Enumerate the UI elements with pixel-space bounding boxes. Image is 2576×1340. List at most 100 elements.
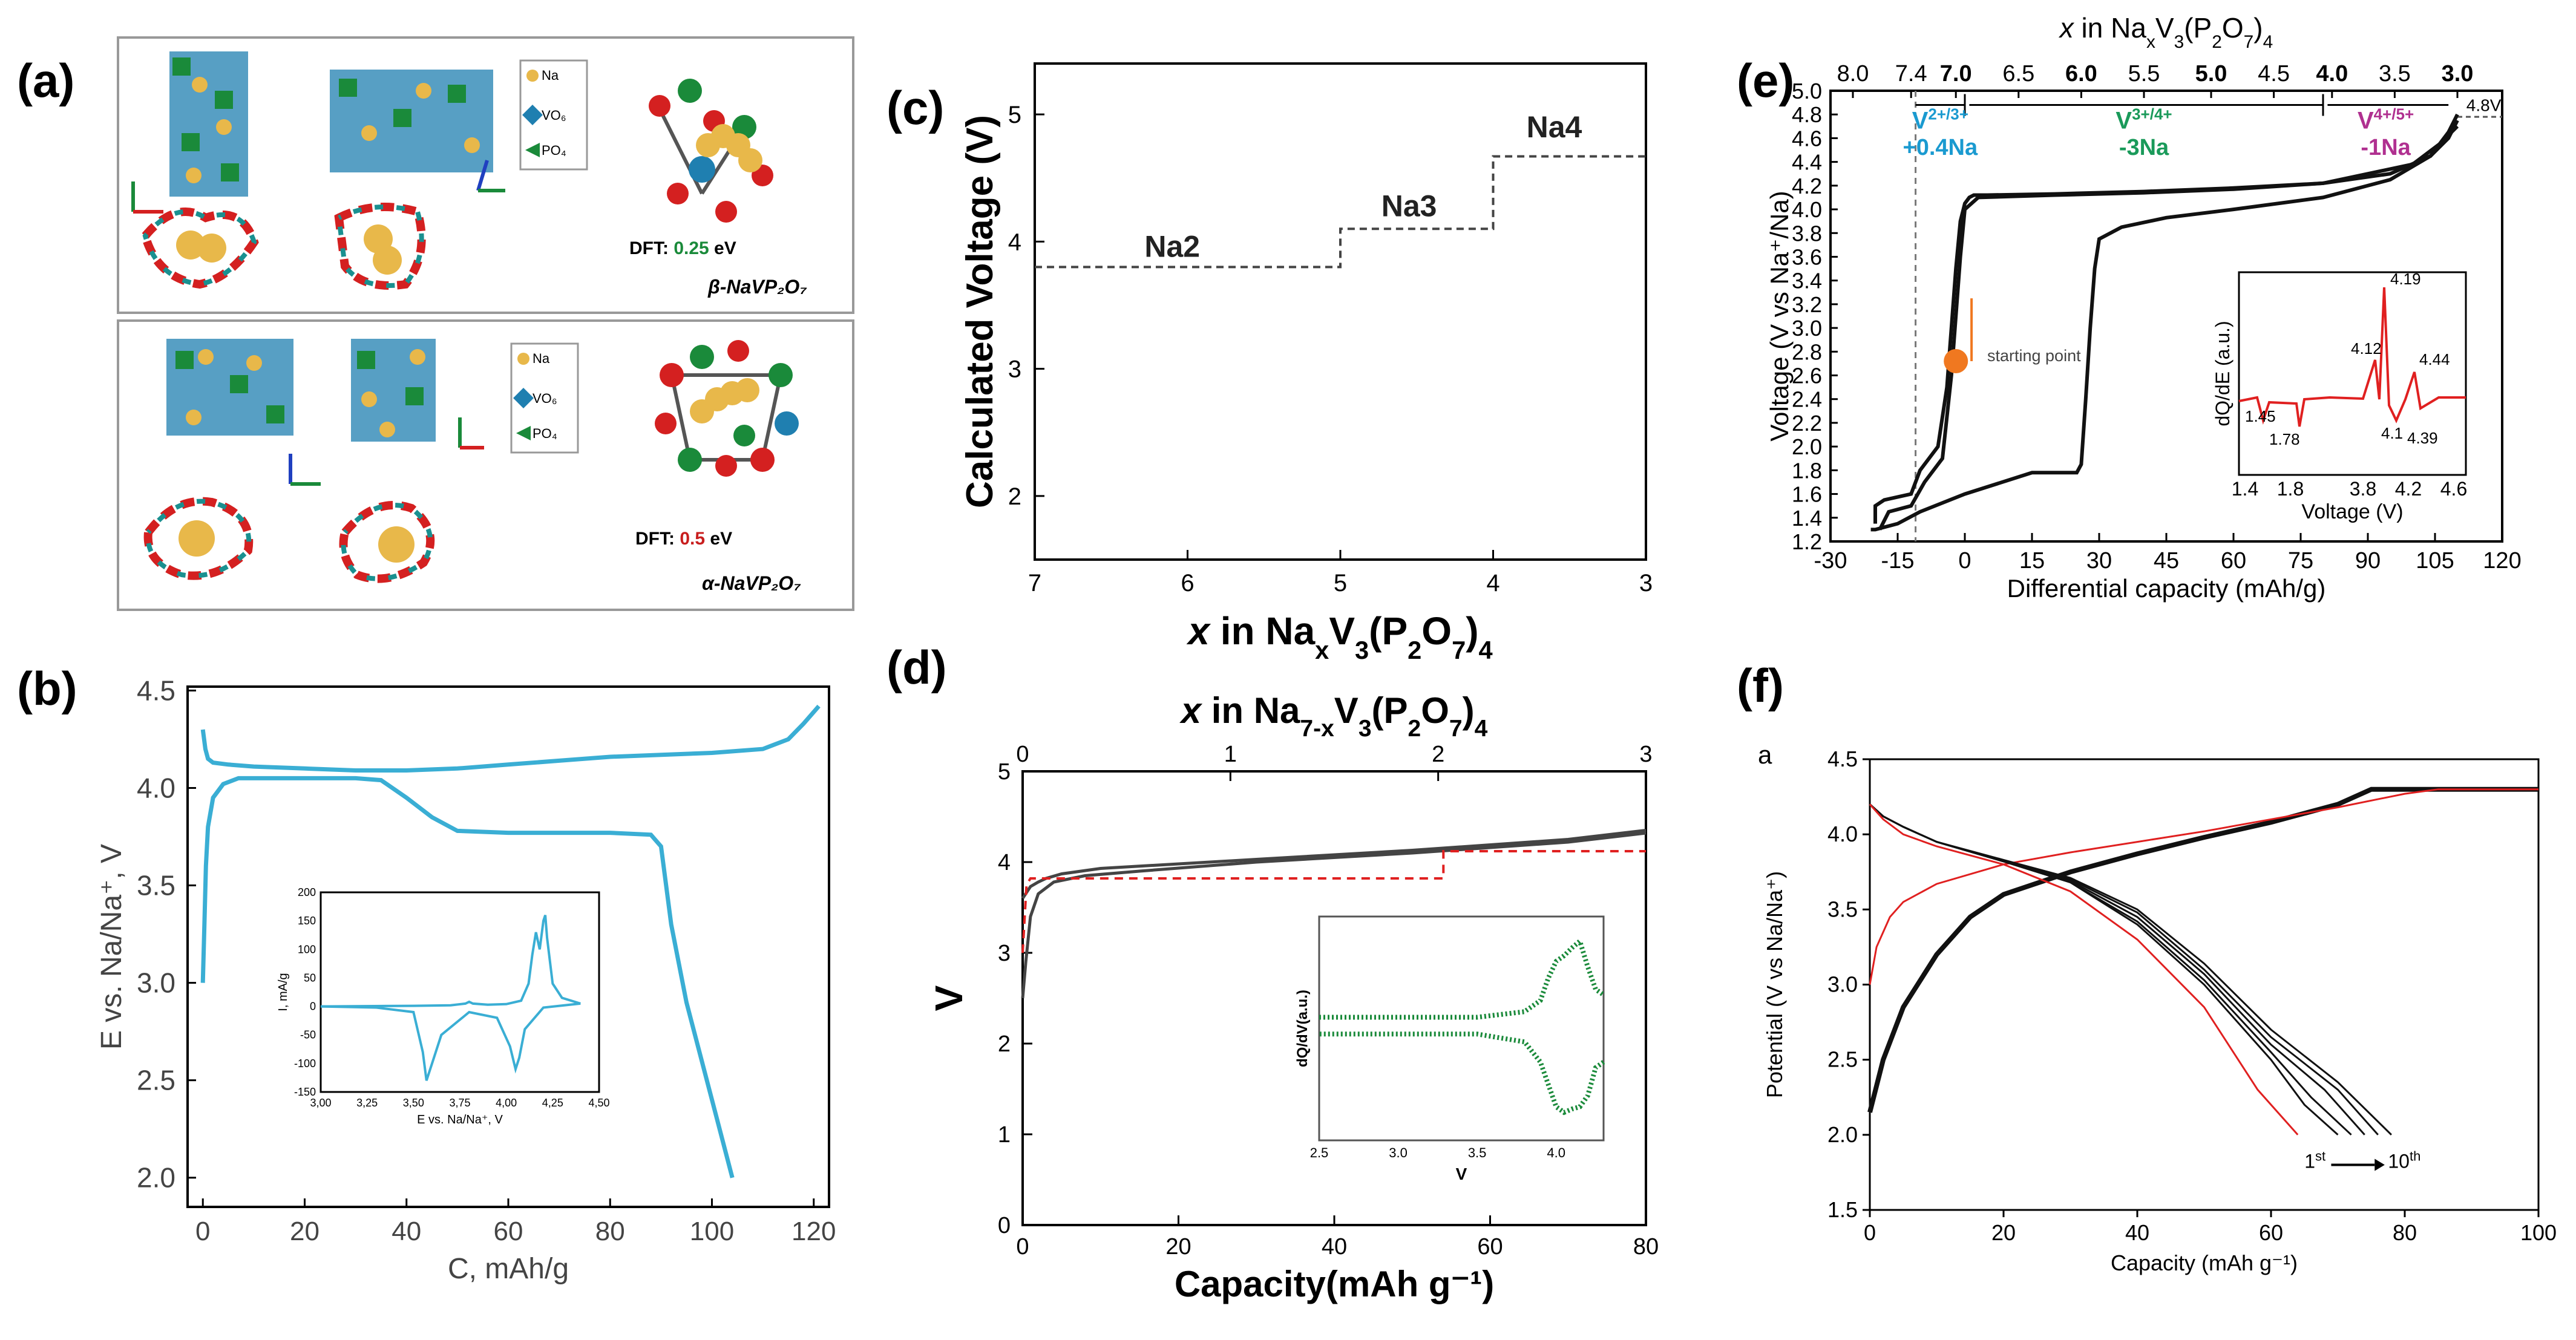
chart-d-inset-frame (1318, 915, 1605, 1142)
chart-d-top-axis-label-part: in Na (1201, 690, 1300, 731)
chart-f-xtick-label: 80 (2393, 1220, 2417, 1245)
chart-e-top-axis-label-part: (P (2184, 12, 2212, 44)
chart-b-xtick-label: 60 (494, 1217, 523, 1246)
chart-e-region1-sup: 2+/3+ (1928, 105, 1968, 123)
chart-e-inset-peak-label: 4.19 (2390, 270, 2421, 288)
chart-e-ytick-label: 3.6 (1792, 244, 1822, 269)
chart-e-region2-main: V (2116, 108, 2132, 134)
chart-e-inset-peak-label: 4.44 (2419, 350, 2450, 368)
chart-b-inset-xtick-label: 3,00 (310, 1097, 331, 1109)
alpha-legend: Na VO₆ PO₄ (510, 342, 579, 454)
chart-b-inset-ytick-label: 200 (298, 886, 316, 898)
chart-e-top-axis-label-part: V (2155, 12, 2174, 44)
chart-e-ytick-label: 2.0 (1792, 434, 1822, 459)
chart-d-xtick-label: 20 (1165, 1234, 1191, 1260)
chart-e-series-cycle-discharge (1870, 119, 2459, 532)
chart-e-xtick-label: 60 (2221, 548, 2246, 574)
legend-vo-marker (522, 105, 543, 125)
chart-e-start-label: starting point (1987, 347, 2081, 365)
chart-f: 0 20 40 60 80 100 1.5 2.0 2.5 3.0 3.5 4.0 4.5 a Capaci… (1758, 740, 2557, 1275)
alpha-phase-label: α-NaVP₂O₇ (702, 572, 801, 594)
chart-d-inset-xtick-label: 3.0 (1389, 1145, 1408, 1160)
chart-d-top-axis-label-part: (P (1372, 690, 1408, 731)
legend-vo-label-alpha: VO₆ (533, 391, 557, 406)
chart-c-ytick-label: 5 (1008, 102, 1021, 128)
panel-label-a: (a) (17, 54, 74, 107)
chart-b-inset-ytick-label: -50 (300, 1029, 316, 1041)
chart-e-region3-main: V (2358, 108, 2374, 134)
chart-e-top-axis-label-part: x (2146, 32, 2155, 52)
chart-b-ytick-label: 4.5 (137, 675, 175, 706)
chart-d-inset-cathodic (1319, 1031, 1605, 1116)
legend-na-marker (526, 70, 539, 82)
chart-c-xlabel: x in NaxV3(P2O7)4 (1186, 609, 1492, 664)
chart-e-series-cycle-inner (1878, 125, 2459, 531)
legend-na-label: Na (542, 68, 559, 83)
chart-e-xtick-label: 30 (2086, 548, 2112, 574)
chart-d-ytick-label: 0 (998, 1213, 1011, 1238)
legend-po-marker-alpha (516, 426, 531, 440)
chart-e-xtick-label: 90 (2355, 548, 2381, 574)
chart-e: -30 -15 0 15 30 45 60 75 90 105 120 1.2 1.6 2.0 2.4 2.8… (1765, 12, 2522, 603)
alpha-migration-path (655, 340, 799, 477)
chart-d-top-axis-label: x in Na7-xV3(P2O7)4 (1179, 690, 1488, 742)
chart-d-top-axis-label-part: 2 (1408, 716, 1421, 742)
legend-vo-label: VO₆ (542, 108, 566, 123)
chart-c-xlabel-part: x (1186, 609, 1211, 653)
chart-b-inset-xtick-label: 3,50 (403, 1097, 424, 1109)
chart-e-inset-frame (2238, 271, 2467, 476)
chart-c-xlabel-part: 2 (1408, 636, 1421, 664)
chart-e-top-axis-label-part: ) (2253, 12, 2263, 44)
chart-b-inset-ytick-label: -150 (294, 1086, 316, 1098)
chart-d-xtick-label: 0 (1016, 1234, 1029, 1260)
chart-d-top-axis-label-part: 3 (1358, 716, 1372, 742)
panel-label-c: (c) (887, 81, 944, 134)
chart-e-top-axis-label-part: 4 (2263, 32, 2273, 52)
chart-e-start-marker (1944, 349, 1968, 373)
chart-f-xtick-label: 40 (2125, 1220, 2149, 1245)
chart-e-inset-peak-label: 4.1 (2381, 424, 2403, 442)
chart-b-xtick-label: 40 (392, 1217, 421, 1246)
chart-f-xtick-label: 100 (2520, 1220, 2557, 1245)
chart-e-toptick-label: 8.0 (1837, 61, 1869, 87)
chart-e-inset-peak-label: 4.12 (2351, 339, 2382, 358)
chart-c-annotation: Na4 (1527, 110, 1582, 144)
chart-e-toptick-label: 5.5 (2128, 61, 2160, 87)
chart-c-xlabel-part: in Na (1210, 609, 1316, 653)
chart-d-series-calculated (1021, 850, 1646, 953)
chart-c-ytick-label: 3 (1008, 356, 1021, 383)
chart-d-toptick-label: 0 (1016, 742, 1029, 767)
panel-a: Na VO₆ PO₄ DFT: 0.25 eV β-NaVP₂O₇ (117, 36, 854, 611)
chart-c-xlabel-part: 7 (1452, 636, 1466, 664)
chart-e-inset-xtick-label: 4.2 (2395, 478, 2422, 500)
chart-e-ytick-label: 3.8 (1792, 221, 1822, 246)
chart-e-ytick-label: 3.0 (1792, 316, 1822, 341)
beta-legend: Na VO₆ PO₄ (519, 59, 588, 171)
chart-b-inset-xtick-label: 4,25 (542, 1097, 563, 1109)
chart-d-ytick-label: 5 (998, 759, 1011, 785)
chart-b-inset-cv-cathodic (320, 1002, 581, 1081)
chart-e-xtick-label: 75 (2288, 548, 2313, 574)
chart-e-cutoff-label: 4.8V (2466, 96, 2502, 114)
chart-f-last-cycle-label: 10th (2388, 1148, 2420, 1172)
beta-phase-label: β-NaVP₂O₇ (707, 276, 807, 298)
chart-e-ytick-label: 4.8 (1792, 102, 1822, 127)
chart-b-ytick-label: 3.5 (137, 870, 175, 901)
chart-c-xlabel-part: O (1421, 609, 1452, 653)
beta-structure-1 (140, 51, 259, 289)
chart-d-top-axis-label-part: 7-x (1300, 716, 1334, 742)
chart-f-ylabel: Potential (V vs Na/Na⁺) (1762, 871, 1787, 1098)
chart-d-inset-xtick-label: 2.5 (1310, 1145, 1329, 1160)
chart-e-ytick-label: 3.4 (1792, 269, 1822, 293)
chart-e-ytick-label: 1.8 (1792, 458, 1822, 483)
chart-d-toptick-label: 2 (1432, 742, 1444, 767)
chart-e-toptick-label: 4.5 (2258, 61, 2290, 87)
chart-c-annotation: Na3 (1381, 189, 1437, 223)
chart-d-ytick-label: 1 (998, 1122, 1011, 1148)
chart-f-cycle-arrow-head (2374, 1159, 2385, 1171)
chart-e-top-axis-label-part: 3 (2174, 32, 2184, 52)
chart-b-ytick-label: 4.0 (137, 772, 175, 803)
chart-e-toptick-label: 3.0 (2442, 61, 2474, 87)
